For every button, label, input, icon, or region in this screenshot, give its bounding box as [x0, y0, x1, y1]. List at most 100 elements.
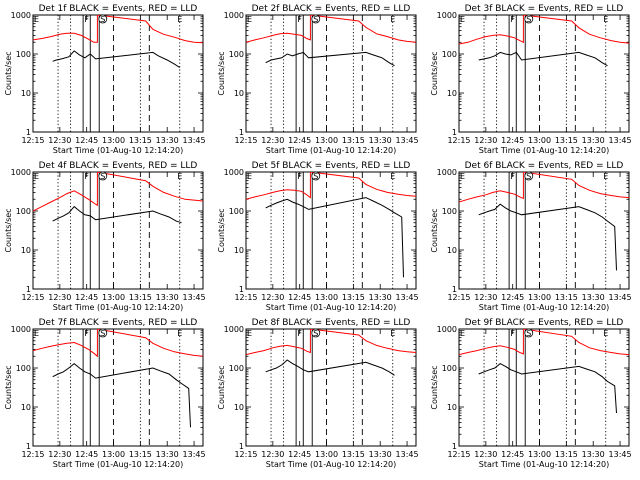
annotation-label: S	[313, 172, 318, 181]
series-line-events	[265, 359, 395, 376]
y-axis-label: Counts/sec	[4, 365, 13, 409]
x-tick-label: 13:45	[183, 136, 206, 145]
y-tick-label: 1	[239, 128, 244, 137]
x-tick-label: 13:15	[129, 293, 152, 302]
y-tick-label: 100	[229, 50, 244, 59]
plot-frame	[32, 328, 204, 447]
y-tick-label: 100	[229, 207, 244, 216]
y-axis-label: Counts/sec	[430, 365, 439, 409]
annotation-circle	[98, 171, 108, 181]
detector-panel-6: Det 6f BLACK = Events, RED = LLD 1 10 100 10…	[430, 161, 632, 312]
annotation-label: E	[460, 329, 465, 338]
series-line-events	[52, 362, 191, 428]
y-tick-label: 1000	[437, 325, 457, 334]
x-tick-label: 13:15	[342, 293, 365, 302]
series-line-events	[478, 203, 617, 271]
y-tick-label: 100	[16, 207, 31, 216]
annotation-label: E	[247, 15, 252, 24]
annotation-label: E	[390, 15, 395, 24]
panel-title: Det 3f BLACK = Events, RED = LLD	[465, 4, 624, 14]
x-tick-label: 12:15	[21, 293, 44, 302]
x-tick-label: 12:15	[21, 136, 44, 145]
annotation-circle	[311, 171, 321, 181]
y-axis-label: Counts/sec	[217, 208, 226, 252]
annotation-label: F	[510, 329, 515, 338]
y-tick-label: 1000	[437, 168, 457, 177]
x-tick-label: 12:30	[48, 136, 71, 145]
series-line-lld	[459, 329, 629, 356]
panel-title: Det 1f BLACK = Events, RED = LLD	[39, 4, 198, 14]
x-tick-label: 12:15	[234, 136, 257, 145]
x-axis-label: Start Time (01-Aug-10 12:14:20)	[266, 303, 397, 312]
series-line-lld	[33, 15, 203, 44]
y-tick-label: 10	[21, 403, 31, 412]
y-tick-label: 1	[239, 442, 244, 451]
annotation-circle	[524, 171, 534, 181]
x-tick-label: 13:45	[396, 293, 419, 302]
y-tick-label: 1	[26, 442, 31, 451]
y-tick-label: 10	[447, 246, 457, 255]
x-tick-label: 12:15	[447, 450, 470, 459]
annotation-label: E	[177, 172, 182, 181]
panel-title: Det 6f BLACK = Events, RED = LLD	[465, 161, 624, 171]
x-tick-label: 13:15	[342, 136, 365, 145]
annotation-label: F	[510, 172, 515, 181]
y-tick-label: 1	[26, 285, 31, 294]
x-tick-label: 12:45	[501, 293, 524, 302]
x-tick-label: 13:00	[102, 293, 125, 302]
detector-panel-1: Det 1f BLACK = Events, RED = LLD 1 10 100 10…	[4, 4, 206, 155]
x-tick-label: 13:45	[609, 450, 632, 459]
x-tick-label: 12:30	[261, 450, 284, 459]
detector-panel-9: Det 9f BLACK = Events, RED = LLD 1 10 100 10…	[430, 318, 632, 469]
series-line-lld	[459, 172, 629, 203]
annotation-circle	[98, 14, 108, 24]
annotation-circle	[311, 14, 321, 24]
detector-panel-4: Det 4f BLACK = Events, RED = LLD 1 10 100 10…	[4, 161, 206, 312]
annotation-label: S	[526, 15, 531, 24]
series-line-lld	[459, 15, 629, 45]
plot-frame	[458, 171, 630, 290]
y-tick-label: 10	[234, 246, 244, 255]
x-tick-label: 13:15	[342, 450, 365, 459]
y-tick-label: 1000	[224, 11, 244, 20]
y-tick-label: 10	[234, 403, 244, 412]
x-axis-label: Start Time (01-Aug-10 12:14:20)	[479, 460, 610, 469]
annotation-label: S	[526, 329, 531, 338]
x-axis-label: Start Time (01-Aug-10 12:14:20)	[479, 146, 610, 155]
x-tick-label: 13:45	[183, 450, 206, 459]
x-tick-label: 13:15	[555, 293, 578, 302]
y-tick-label: 100	[16, 50, 31, 59]
detector-panel-8: Det 8f BLACK = Events, RED = LLD 1 10 100 10…	[217, 318, 419, 469]
x-tick-label: 13:00	[528, 136, 551, 145]
annotation-circle	[524, 328, 534, 338]
annotation-label: E	[34, 172, 39, 181]
annotation-label: E	[603, 329, 608, 338]
annotation-label: E	[603, 15, 608, 24]
annotation-label: E	[34, 329, 39, 338]
plot-frame	[32, 171, 204, 290]
x-tick-label: 13:15	[555, 450, 578, 459]
panel-title: Det 9f BLACK = Events, RED = LLD	[465, 318, 624, 328]
annotation-label: S	[526, 172, 531, 181]
series-line-events	[52, 50, 180, 68]
x-tick-label: 13:15	[129, 450, 152, 459]
series-line-lld	[33, 329, 203, 358]
x-tick-label: 13:30	[582, 450, 605, 459]
x-tick-label: 13:00	[102, 450, 125, 459]
y-tick-label: 100	[16, 364, 31, 373]
annotation-circle	[98, 328, 108, 338]
plot-frame	[32, 14, 204, 133]
y-tick-label: 10	[21, 89, 31, 98]
annotation-label: F	[297, 172, 302, 181]
annotation-label: S	[313, 329, 318, 338]
annotation-circle	[311, 328, 321, 338]
x-tick-label: 12:30	[474, 293, 497, 302]
x-tick-label: 13:30	[156, 450, 179, 459]
x-tick-label: 13:30	[369, 293, 392, 302]
annotation-label: E	[603, 172, 608, 181]
y-tick-label: 100	[229, 364, 244, 373]
plot-frame	[458, 328, 630, 447]
x-tick-label: 12:15	[447, 136, 470, 145]
y-tick-label: 1	[452, 442, 457, 451]
x-tick-label: 12:45	[288, 450, 311, 459]
